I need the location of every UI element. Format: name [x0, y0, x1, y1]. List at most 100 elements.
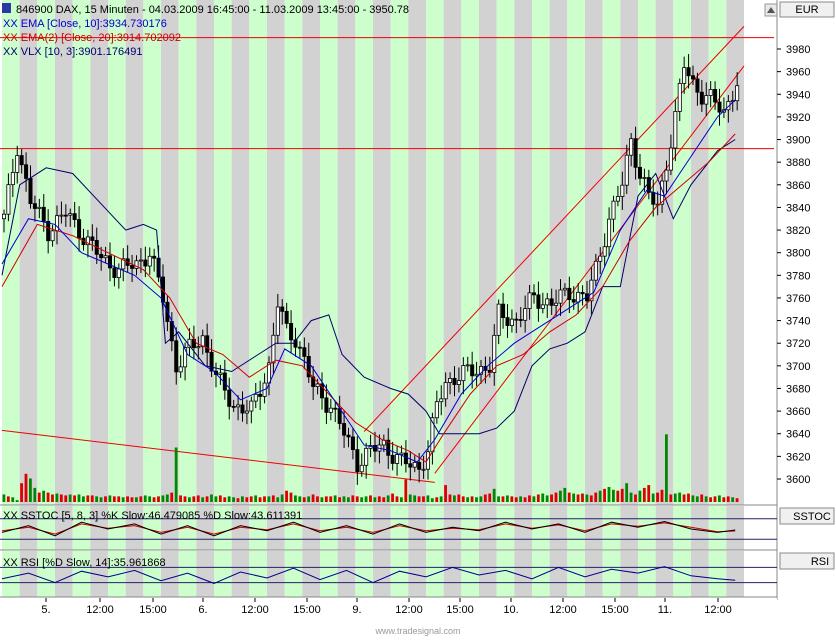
candle-body — [297, 346, 302, 349]
candle-body — [112, 267, 117, 278]
volume-bar — [625, 483, 629, 502]
vlx-legend[interactable]: XX VLX [10, 3]:3901.176491 — [3, 46, 142, 58]
volume-bar — [324, 496, 328, 502]
candle-body — [527, 292, 532, 309]
band — [408, 0, 426, 505]
price-tick-label: 3680 — [786, 383, 810, 395]
volume-bar — [174, 447, 178, 502]
scroll-up-icon[interactable] — [764, 3, 778, 17]
band — [302, 0, 320, 505]
volume-bar — [603, 488, 606, 502]
candle-body — [77, 219, 82, 239]
price-tick-label: 3960 — [786, 67, 810, 79]
candle-body — [178, 366, 183, 373]
volume-bar — [117, 496, 121, 502]
band — [585, 0, 603, 505]
candle-body — [342, 423, 347, 436]
candle-body — [50, 230, 55, 242]
candle-body — [284, 310, 289, 324]
candle-body — [439, 398, 444, 403]
candle-body — [328, 407, 333, 413]
candle-body — [315, 383, 320, 387]
candle-body — [593, 260, 598, 281]
band — [320, 506, 338, 550]
volume-bar — [289, 492, 293, 502]
volume-bar — [135, 497, 138, 502]
volume-bar — [691, 495, 695, 502]
band — [2, 0, 20, 505]
volume-bar — [709, 497, 712, 502]
price-axis[interactable]: EUR 3600 3620 3640 3660 3680 3700 3720 3740 3760… — [776, 0, 836, 600]
volume-bar — [598, 490, 602, 502]
price-tick-label: 3920 — [786, 112, 810, 124]
candle-body — [138, 259, 143, 262]
candle-body — [6, 184, 11, 215]
candle-body — [673, 111, 678, 149]
time-axis[interactable]: 5. 12:00 15:00 6. 12:00 15:00 9. 12:00 15:00 10. 1… — [0, 598, 777, 620]
volume-bar — [320, 497, 324, 502]
candle-body — [465, 364, 470, 367]
volume-bar — [152, 497, 156, 502]
time-tick-label: 10. — [503, 604, 518, 616]
band — [231, 0, 250, 505]
volume-bar — [99, 497, 103, 502]
band — [19, 0, 38, 505]
candle-body — [571, 299, 576, 303]
price-tick-label: 3880 — [786, 157, 810, 169]
candle-body — [59, 214, 64, 217]
volume-bar — [183, 496, 187, 502]
volume-bar — [192, 496, 196, 502]
band — [284, 551, 303, 597]
candle-body — [717, 101, 722, 113]
ema10-line — [1, 99, 736, 463]
volume-bar — [267, 496, 271, 502]
volume-bar — [687, 493, 690, 502]
volume-bar — [373, 497, 377, 502]
time-tick-label: 12:00 — [241, 604, 269, 616]
volume-bar — [413, 495, 417, 502]
band — [602, 0, 621, 505]
candle-body — [333, 407, 338, 410]
candle-body — [258, 393, 263, 397]
rsi-legend[interactable]: XX RSI [%D Slow, 14]:35.961868 — [3, 557, 166, 569]
band — [638, 0, 656, 505]
ema1-legend[interactable]: XX EMA [Close, 10]:3934.730176 — [3, 18, 167, 30]
volume-bar — [280, 494, 284, 502]
candle-body — [523, 308, 528, 321]
candle-body — [456, 380, 461, 385]
price-tick-labels: 3600 3620 3640 3660 3680 3700 3720 3740 3760 3780… — [777, 44, 810, 486]
rsi-panel — [0, 566, 777, 584]
price-tick-label: 3980 — [786, 44, 810, 56]
candle-body — [651, 191, 656, 205]
ema2-legend[interactable]: XX EMA(2) [Close, 20]:3914.702092 — [3, 32, 181, 44]
band — [691, 0, 709, 505]
volume-bar — [669, 494, 673, 502]
volume-bar — [417, 496, 421, 502]
candle-body — [496, 303, 501, 336]
candle-body — [461, 365, 466, 382]
candle-body — [686, 67, 691, 77]
volume-bar — [536, 494, 540, 502]
volume-bar — [665, 434, 668, 502]
candle-body — [32, 203, 37, 209]
candle-body — [390, 454, 395, 464]
price-tick-label: 3780 — [786, 270, 810, 282]
band — [373, 551, 391, 597]
band — [726, 0, 744, 505]
band — [284, 0, 303, 505]
candle-body — [664, 169, 669, 182]
volume-bar — [430, 498, 434, 502]
candle-body — [355, 449, 360, 473]
candle-body — [558, 289, 563, 304]
volume-bar — [302, 497, 306, 502]
band — [249, 0, 267, 505]
price-tick-label: 3620 — [786, 451, 810, 463]
volume-bar — [572, 493, 576, 502]
candle-body — [244, 410, 249, 414]
sstoc-legend[interactable]: XX SSTOC [5, 8, 3] %K Slow:46.479085 %D … — [3, 510, 302, 522]
volume-bar — [501, 496, 505, 502]
volume-bar — [731, 497, 735, 502]
volume-bar — [139, 496, 143, 502]
volume-bar — [713, 496, 717, 502]
volume-bar — [201, 497, 205, 502]
